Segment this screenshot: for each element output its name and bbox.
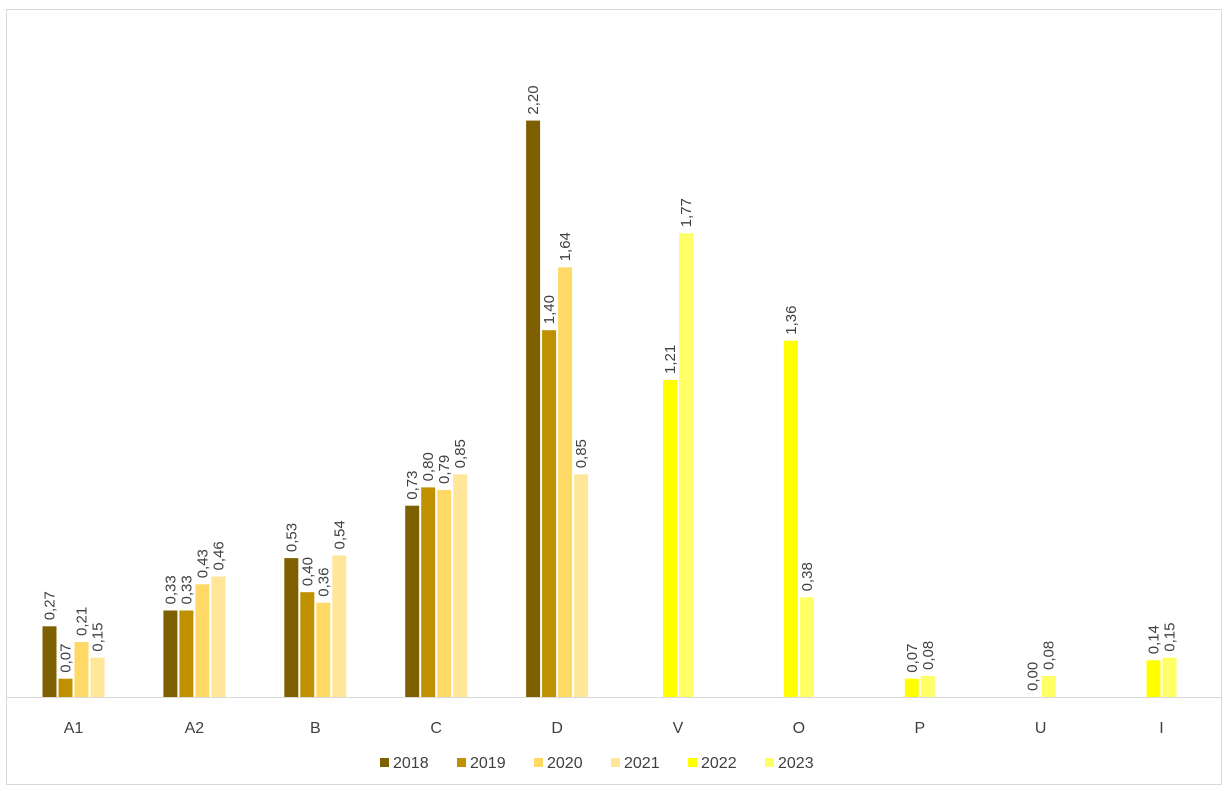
legend-label-2020: 2020 — [547, 755, 583, 772]
legend-swatch-2019 — [457, 758, 466, 767]
bar-o-2023 — [799, 597, 814, 697]
data-label-a2-2019: 0,33 — [178, 575, 195, 604]
bar-p-2022 — [904, 678, 919, 697]
bar-p-2023 — [920, 676, 935, 697]
data-label-v-2022: 1,21 — [662, 345, 679, 374]
bar-b-2020 — [316, 602, 331, 697]
legend-label-2022: 2022 — [701, 755, 737, 772]
bar-b-2021 — [332, 555, 347, 697]
bar-c-2019 — [421, 487, 436, 697]
data-label-a2-2018: 0,33 — [162, 575, 179, 604]
bar-u-2023 — [1041, 676, 1056, 697]
data-label-u-2023: 0,08 — [1041, 641, 1058, 670]
data-label-i-2022: 0,14 — [1146, 625, 1163, 654]
data-label-c-2018: 0,73 — [404, 470, 421, 499]
category-label-p: P — [914, 720, 925, 737]
category-label-b: B — [310, 720, 321, 737]
bar-a2-2019 — [179, 610, 194, 697]
legend-label-2021: 2021 — [624, 755, 660, 772]
bars-layer — [42, 120, 1177, 698]
bar-c-2021 — [453, 474, 468, 697]
data-label-a1-2020: 0,21 — [74, 607, 91, 636]
bar-d-2021 — [574, 474, 589, 697]
data-label-c-2020: 0,79 — [436, 455, 453, 484]
data-label-v-2023: 1,77 — [678, 198, 695, 227]
data-label-c-2019: 0,80 — [420, 452, 437, 481]
bar-a2-2018 — [163, 610, 178, 697]
data-label-a1-2021: 0,15 — [90, 622, 107, 651]
category-label-i: I — [1159, 720, 1163, 737]
bar-o-2022 — [783, 340, 798, 697]
bar-c-2020 — [437, 490, 452, 697]
data-label-b-2020: 0,36 — [315, 567, 332, 596]
legend-swatch-2018 — [380, 758, 389, 767]
bar-b-2018 — [284, 558, 299, 697]
data-label-i-2023: 0,15 — [1162, 622, 1179, 651]
bar-a1-2019 — [58, 678, 73, 697]
data-label-a1-2019: 0,07 — [58, 643, 75, 672]
bar-a1-2021 — [90, 657, 105, 697]
legend-label-2023: 2023 — [778, 755, 814, 772]
data-label-d-2021: 0,85 — [573, 439, 590, 468]
data-label-p-2022: 0,07 — [904, 643, 921, 672]
data-label-o-2022: 1,36 — [783, 305, 800, 334]
data-label-b-2021: 0,54 — [331, 520, 348, 549]
bar-a2-2020 — [195, 584, 210, 697]
data-label-p-2023: 0,08 — [920, 641, 937, 670]
data-label-c-2021: 0,85 — [452, 439, 469, 468]
value-labels-layer: 0,270,070,210,150,33 0,330,43 0,460,530,40… — [42, 85, 1179, 691]
bar-a2-2021 — [211, 576, 226, 697]
bar-a1-2018 — [42, 626, 57, 697]
data-label-a1-2018: 0,27 — [42, 591, 59, 620]
category-label-c: C — [430, 720, 442, 737]
legend-swatch-2021 — [611, 758, 620, 767]
bar-d-2019 — [542, 330, 557, 697]
legend-swatch-2023 — [765, 758, 774, 767]
bar-d-2020 — [558, 267, 573, 697]
bar-v-2023 — [679, 233, 693, 698]
category-label-d: D — [551, 720, 563, 737]
data-label-b-2019: 0,40 — [299, 557, 316, 586]
bar-d-2018 — [526, 120, 541, 698]
category-label-a1: A1 — [64, 720, 84, 737]
data-label-u-2022: 0,00 — [1025, 662, 1042, 691]
bar-b-2019 — [300, 592, 315, 697]
category-label-o: O — [793, 720, 805, 737]
bar-v-2022 — [663, 380, 677, 697]
data-label-a2-2021: 0,46 — [210, 541, 227, 570]
data-label-o-2023: 0,38 — [799, 562, 816, 591]
data-label-d-2019: 1,40 — [541, 295, 558, 324]
legend-label-2018: 2018 — [393, 755, 429, 772]
bar-i-2022 — [1146, 660, 1161, 697]
category-label-a2: A2 — [185, 720, 205, 737]
data-label-d-2018: 2,20 — [525, 85, 542, 114]
legend: 2018 2019 2020 2021 2022 2023 — [380, 755, 814, 772]
category-label-v: V — [673, 720, 684, 737]
category-label-u: U — [1035, 720, 1047, 737]
data-label-d-2020: 1,64 — [557, 232, 574, 261]
data-label-a2-2020: 0,43 — [194, 549, 211, 578]
bar-a1-2020 — [74, 642, 89, 697]
legend-label-2019: 2019 — [470, 755, 506, 772]
data-label-b-2018: 0,53 — [283, 523, 300, 552]
bar-i-2023 — [1162, 657, 1177, 697]
legend-swatch-2022 — [688, 758, 697, 767]
category-labels-layer: A1 A2 B C D V O P U I — [64, 720, 1164, 737]
bar-c-2018 — [405, 505, 420, 697]
legend-swatch-2020 — [534, 758, 543, 767]
